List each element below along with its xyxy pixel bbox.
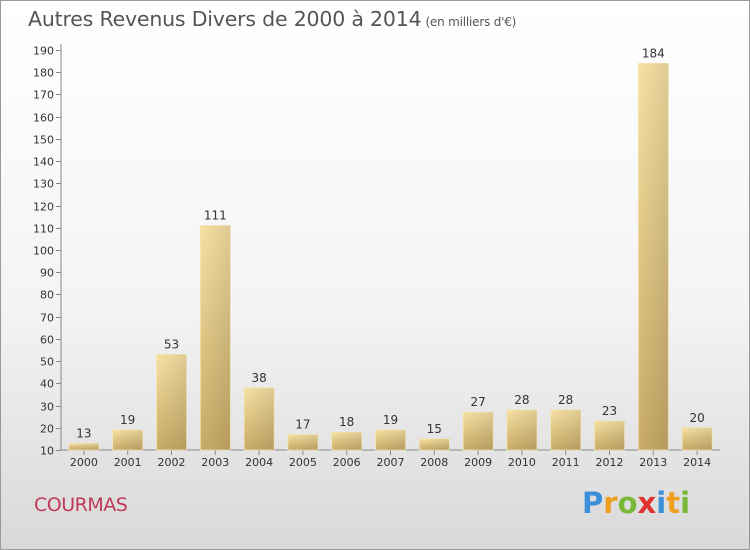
value-label-2013: 184 <box>642 46 665 60</box>
axes: 10 20 30 40 50 60 70 80 90 100 110 120 130 140 150 160 1… <box>33 44 720 458</box>
value-label-2000: 13 <box>76 426 91 440</box>
logo-letter: x <box>637 486 657 520</box>
logo-letter: i <box>680 486 691 520</box>
value-label-2012: 23 <box>602 404 617 418</box>
commune-name: COURMAS <box>34 494 128 516</box>
y-tick-label: 20 <box>40 423 54 436</box>
y-tick-label: 130 <box>33 178 54 191</box>
x-tick-label-2011: 2011 <box>552 456 580 469</box>
y-tick-label: 100 <box>33 245 54 258</box>
x-tick-label-2003: 2003 <box>201 456 229 469</box>
x-tick-label-2000: 2000 <box>70 456 98 469</box>
bar-shade-2004 <box>244 387 275 450</box>
y-tick-label: 110 <box>33 223 54 236</box>
y-tick-label: 190 <box>33 45 54 58</box>
y-tick-label: 10 <box>40 445 54 458</box>
bar-shade-2007 <box>375 430 406 450</box>
y-tick-label: 80 <box>40 289 54 302</box>
logo-letter: P <box>582 486 604 520</box>
x-tick-label-2001: 2001 <box>114 456 142 469</box>
bar-shade-2012 <box>594 421 625 450</box>
x-tick-label-2009: 2009 <box>464 456 492 469</box>
chart-title: Autres Revenus Divers de 2000 à 2014 (en … <box>28 7 516 31</box>
x-tick-label-2006: 2006 <box>333 456 361 469</box>
logo-letter: t <box>666 486 681 520</box>
bar-shade-2006 <box>331 432 362 450</box>
bar-shade-2005 <box>287 434 318 450</box>
logo-letter: i <box>656 486 667 520</box>
bar-shade-2000 <box>68 443 99 450</box>
value-label-2004: 38 <box>251 371 266 385</box>
x-tick-label-2013: 2013 <box>639 456 667 469</box>
x-tick-label-2012: 2012 <box>596 456 624 469</box>
chart-title-unit: (en milliers d'€) <box>425 15 517 29</box>
proxiti-logo: Proxiti <box>582 486 690 520</box>
value-label-2007: 19 <box>383 413 398 427</box>
logo-letter: r <box>603 486 618 520</box>
bar-shade-2011 <box>550 410 581 450</box>
value-label-2005: 17 <box>295 417 310 431</box>
logo-letter: o <box>617 486 638 520</box>
value-label-2009: 27 <box>470 395 485 409</box>
value-label-2003: 111 <box>204 209 227 223</box>
y-tick-label: 30 <box>40 401 54 414</box>
chart-title-main: Autres Revenus Divers de 2000 à 2014 <box>28 7 422 31</box>
y-tick-label: 70 <box>40 312 54 325</box>
value-label-2006: 18 <box>339 415 354 429</box>
y-tick-label: 140 <box>33 156 54 169</box>
x-tick-label-2007: 2007 <box>377 456 405 469</box>
x-tick-label-2014: 2014 <box>683 456 711 469</box>
value-label-2010: 28 <box>514 393 529 407</box>
y-tick-label: 90 <box>40 267 54 280</box>
y-tick-label: 50 <box>40 356 54 369</box>
labels: 2000 13 2001 19 2002 53 2003 111 2004 38 2005 17 200… <box>70 46 711 469</box>
x-tick-label-2004: 2004 <box>245 456 273 469</box>
x-tick-label-2010: 2010 <box>508 456 536 469</box>
value-label-2002: 53 <box>164 337 179 351</box>
x-tick-label-2002: 2002 <box>158 456 186 469</box>
bar-shade-2013 <box>638 63 669 450</box>
y-tick-label: 160 <box>33 112 54 125</box>
y-tick-label: 40 <box>40 378 54 391</box>
value-label-2011: 28 <box>558 393 573 407</box>
y-tick-label: 180 <box>33 67 54 80</box>
y-tick-label: 170 <box>33 89 54 102</box>
bar-shade-2009 <box>463 412 494 450</box>
value-label-2008: 15 <box>427 422 442 436</box>
x-tick-label-2008: 2008 <box>420 456 448 469</box>
bars <box>68 62 713 451</box>
y-tick-label: 120 <box>33 201 54 214</box>
value-label-2001: 19 <box>120 413 135 427</box>
value-label-2014: 20 <box>689 411 704 425</box>
bar-shade-2008 <box>419 438 450 450</box>
bar-shade-2014 <box>682 427 713 450</box>
y-tick-label: 60 <box>40 334 54 347</box>
bar-shade-2002 <box>156 354 187 450</box>
bar-shade-2010 <box>506 410 537 450</box>
x-tick-label-2005: 2005 <box>289 456 317 469</box>
y-tick-label: 150 <box>33 134 54 147</box>
bar-shade-2003 <box>200 225 231 450</box>
bar-shade-2001 <box>112 430 143 450</box>
